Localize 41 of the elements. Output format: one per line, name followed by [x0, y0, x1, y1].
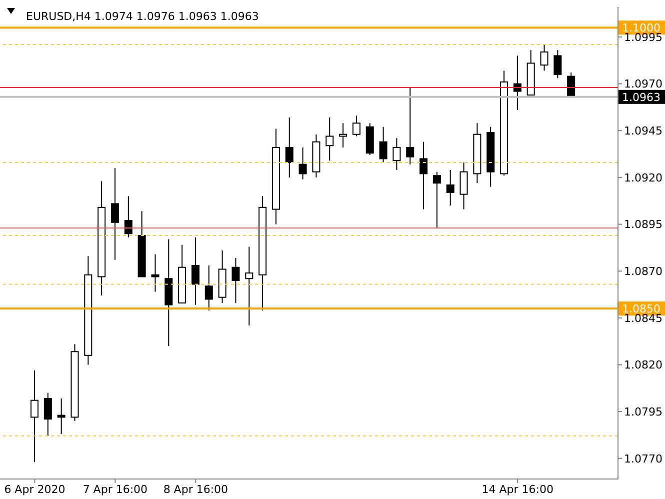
candlestick — [432, 171, 441, 229]
y-tick-label: 1.0770 — [624, 452, 662, 466]
y-tick-label: 1.0895 — [624, 218, 662, 232]
x-tick-label: 14 Apr 16:00 — [482, 482, 554, 496]
candlestick — [460, 162, 468, 210]
candlestick — [57, 398, 66, 435]
candlestick — [191, 236, 200, 306]
candlestick — [44, 392, 52, 436]
candlestick — [245, 246, 254, 326]
candlestick — [232, 257, 240, 304]
chart-title: EURUSD,H4 1.0974 1.0976 1.0963 1.0963 — [26, 10, 259, 23]
candlestick — [110, 168, 119, 260]
candlestick — [540, 44, 548, 72]
ref-line-label: 1.0963 — [622, 90, 660, 104]
y-tick-label: 1.0820 — [624, 358, 662, 372]
y-tick-label: 1.0845 — [624, 312, 662, 325]
candlestick — [151, 254, 160, 292]
y-tick-label: 1.0795 — [624, 405, 662, 418]
y-tick-label: 1.0870 — [624, 265, 662, 278]
candlestick — [406, 87, 414, 165]
candlestick — [30, 370, 38, 463]
candlestick — [124, 196, 132, 238]
candlestick — [446, 169, 454, 206]
y-tick-label: 1.0995 — [624, 30, 662, 44]
candlestick — [379, 126, 388, 163]
candlestick — [298, 146, 307, 180]
candlestick — [339, 122, 348, 148]
x-tick-label: 8 Apr 16:00 — [163, 482, 228, 496]
candlestick — [554, 50, 562, 79]
x-tick-label: 6 Apr 2020 — [4, 482, 66, 496]
candlestick — [285, 117, 294, 178]
y-tick-label: 1.0920 — [624, 171, 662, 184]
candlestick — [352, 115, 360, 137]
x-tick-label: 7 Apr 16:00 — [82, 482, 148, 496]
candlestick — [513, 55, 522, 111]
candlestick — [420, 141, 428, 210]
candlestick — [392, 138, 401, 170]
candlestick — [204, 264, 213, 311]
y-tick-label: 1.0970 — [624, 78, 662, 91]
candlestick — [326, 117, 334, 162]
y-tick-label: 1.0945 — [624, 124, 662, 138]
